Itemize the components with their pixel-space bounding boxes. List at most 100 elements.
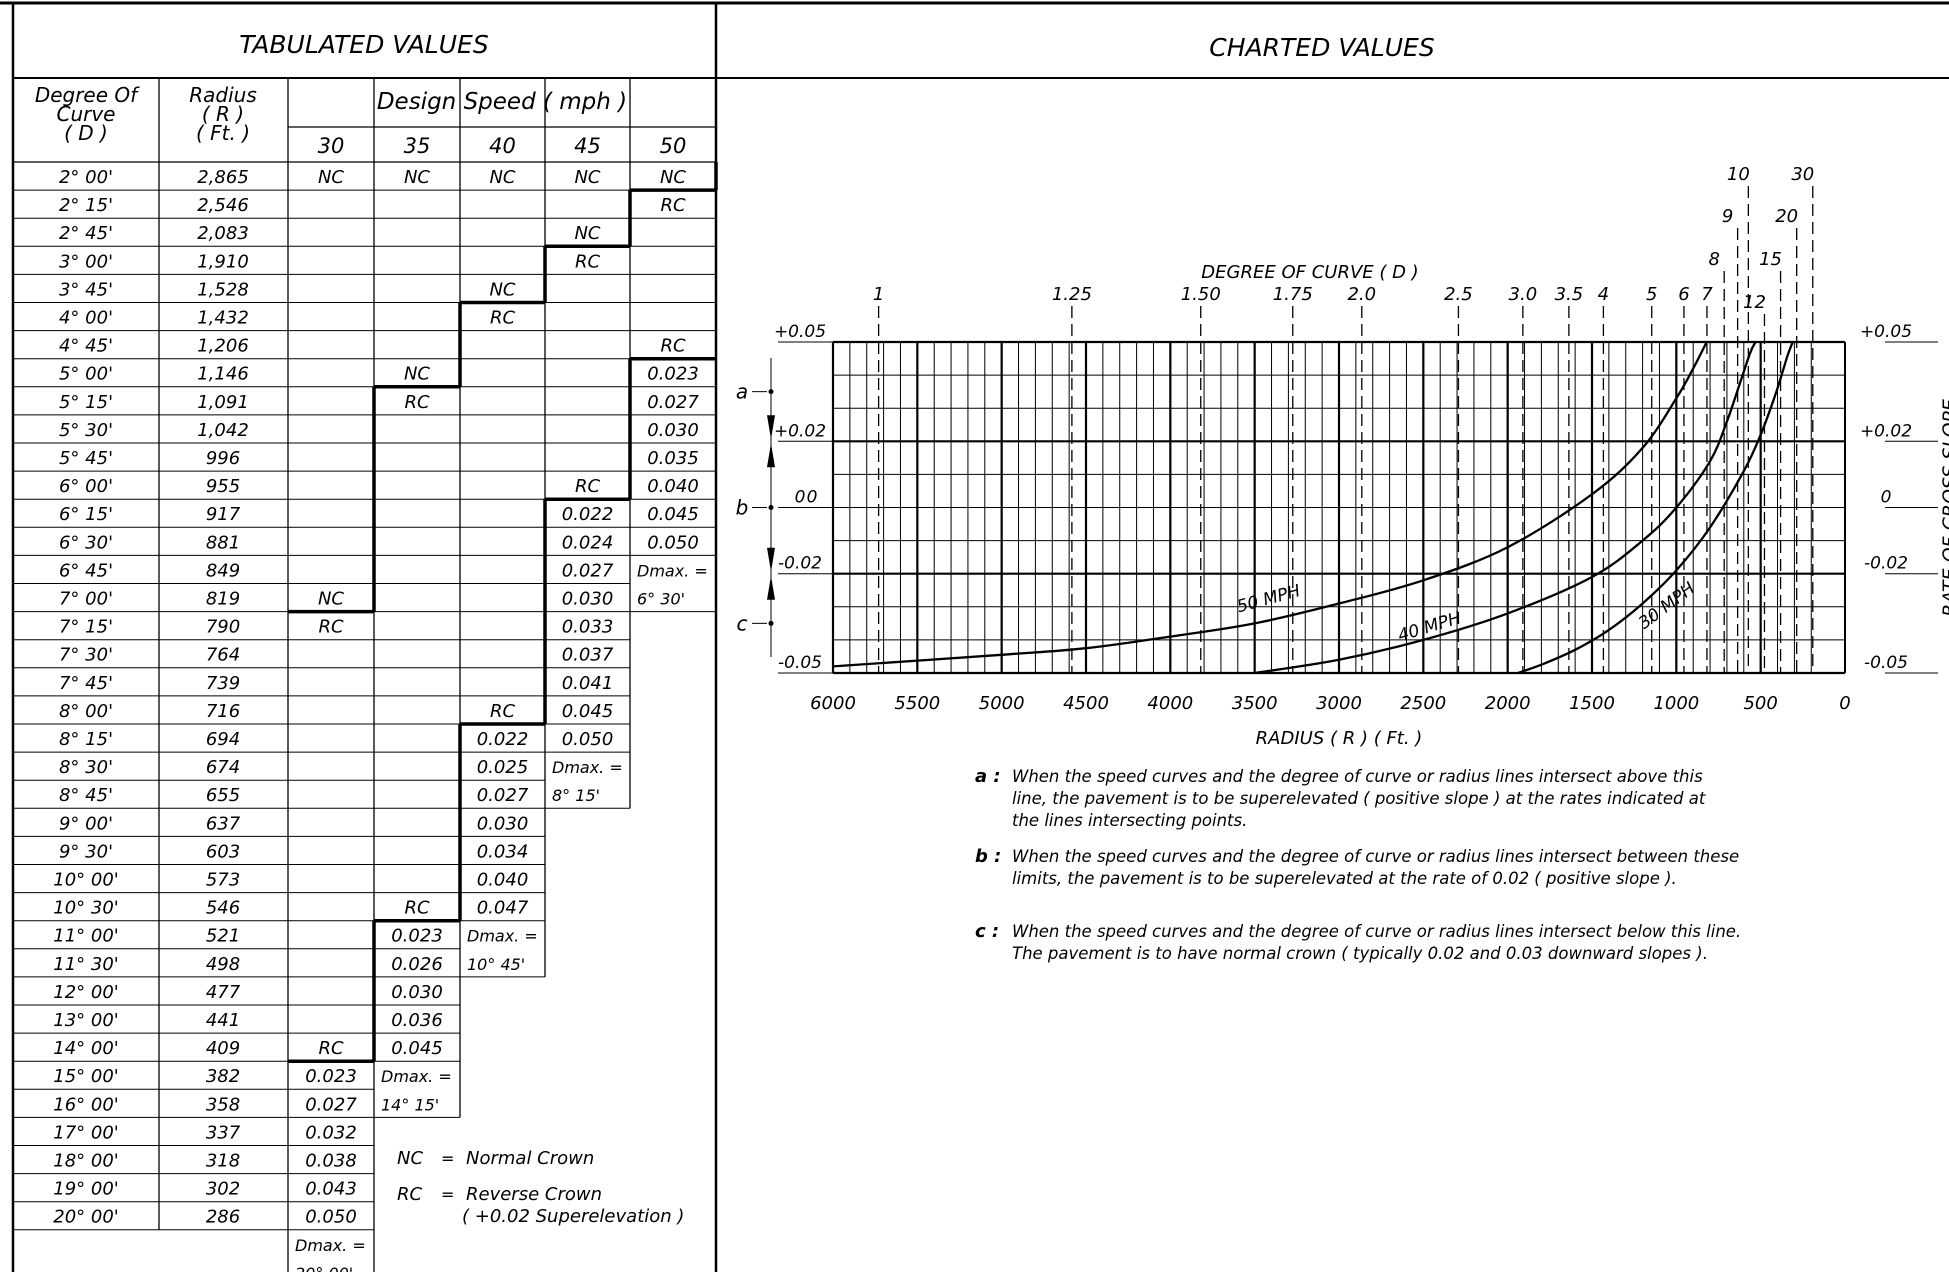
radius-cell: 1,042 — [197, 420, 249, 441]
radius-cell: 1,091 — [197, 392, 249, 413]
speed-cell: Dmax. = — [467, 927, 538, 946]
degree-tick-label: 4 — [1598, 284, 1609, 305]
y-tick-left: 0 — [795, 488, 806, 508]
degree-cell: 4° 00' — [59, 308, 113, 329]
note-line: line, the pavement is to be superelevate… — [1012, 789, 1706, 808]
speed-cell: 0.030 — [391, 982, 443, 1003]
note-line: When the speed curves and the degree of … — [1012, 922, 1741, 941]
x-tick-label: 3000 — [1316, 693, 1362, 714]
degree-tick-label: 1.50 — [1181, 284, 1221, 305]
speed-cell: NC — [574, 167, 600, 188]
zone-marker-c: c — [737, 611, 748, 635]
degree-tick-label: 15 — [1759, 249, 1782, 270]
legend-nc-text: Normal Crown — [466, 1148, 594, 1169]
speed-cell: Dmax. = — [381, 1067, 452, 1086]
radius-cell: 1,432 — [197, 308, 249, 329]
degree-cell: 8° 30' — [59, 757, 113, 778]
degree-cell: 19° 00' — [53, 1179, 118, 1200]
x-tick-label: 2500 — [1400, 693, 1446, 714]
speed-cell: 0.030 — [647, 420, 699, 441]
speed-cell: RC — [575, 476, 601, 497]
degree-cell: 20° 00' — [53, 1207, 118, 1228]
charted-title: CHARTED VALUES — [1209, 33, 1435, 62]
radius-cell: 521 — [206, 926, 240, 947]
degree-cell: 2° 15' — [59, 195, 113, 216]
note-line: When the speed curves and the degree of … — [1012, 767, 1703, 786]
legend: NC = Normal Crown RC = Reverse Crown ( +… — [397, 1148, 684, 1227]
zone-arrow — [767, 547, 775, 572]
speed-cell: NC — [489, 279, 515, 300]
degree-cell: 9° 30' — [59, 841, 113, 862]
radius-cell: 849 — [206, 560, 240, 581]
zone-marker-b: b — [736, 496, 749, 520]
x-tick-label: 3500 — [1232, 693, 1278, 714]
speed-cell: 0.033 — [562, 617, 614, 638]
speed-cell: 0.030 — [477, 813, 529, 834]
radius-col-header: ( Ft. ) — [196, 121, 250, 145]
speed-cell: 0.050 — [562, 729, 614, 750]
speed-cell: NC — [404, 167, 430, 188]
degree-cell: 9° 00' — [59, 813, 113, 834]
speed-cell: 14° 15' — [381, 1095, 439, 1114]
radius-cell: 441 — [206, 1010, 240, 1031]
speed-cell: Dmax. = — [295, 1236, 366, 1255]
radius-cell: 573 — [206, 870, 240, 891]
degree-cell: 16° 00' — [53, 1094, 118, 1115]
speed-cell: 0.045 — [562, 701, 614, 722]
x-tick-label: 5000 — [979, 693, 1025, 714]
x-axis-label: RADIUS ( R ) ( Ft. ) — [1256, 728, 1423, 749]
radius-cell: 1,146 — [197, 364, 249, 385]
degree-cell: 5° 15' — [59, 392, 113, 413]
degree-col-header: Curve — [56, 102, 115, 126]
curve-label: 40 MPH — [1396, 608, 1464, 646]
zone-point — [768, 620, 774, 626]
degree-cell: 3° 00' — [59, 251, 113, 272]
radius-cell: 302 — [206, 1179, 240, 1200]
speed-curve — [1254, 341, 1757, 675]
degree-tick-label: 1.75 — [1273, 284, 1313, 305]
degree-cell: 11° 00' — [53, 926, 118, 947]
degree-tick-label: 7 — [1701, 284, 1713, 305]
x-tick-label: 0 — [1839, 693, 1850, 714]
legend-rc-eq: = — [441, 1185, 454, 1204]
speed-cell: 6° 30' — [637, 590, 685, 609]
y-tick-left: -0.05 — [778, 653, 822, 673]
speed-cell: RC — [660, 195, 686, 216]
radius-cell: 409 — [206, 1038, 240, 1059]
note-key: c : — [975, 921, 999, 942]
speed-cell: 0.022 — [562, 504, 614, 525]
radius-cell: 498 — [206, 954, 240, 975]
speed-cell: 0.034 — [477, 841, 529, 862]
radius-cell: 1,910 — [197, 251, 249, 272]
notes: a : When the speed curves and the degree … — [975, 766, 1741, 963]
x-tick-label: 4500 — [1063, 693, 1109, 714]
radius-cell: 694 — [206, 729, 240, 750]
radius-cell: 917 — [206, 504, 241, 525]
note-key: a : — [975, 766, 1001, 787]
degree-cell: 13° 00' — [53, 1010, 118, 1031]
radius-cell: 637 — [206, 813, 241, 834]
zone-arrow — [767, 415, 775, 440]
x-tick-label: 2000 — [1485, 693, 1531, 714]
degree-cell: 2° 00' — [59, 167, 113, 188]
y-tick-right: +0.05 — [1860, 322, 1912, 342]
speed-cell: 0.037 — [562, 645, 614, 666]
speed-cell: NC — [574, 223, 600, 244]
degree-cell: 7° 15' — [59, 617, 113, 638]
degree-col-header: ( D ) — [64, 121, 108, 145]
note-line: limits, the pavement is to be supereleva… — [1012, 869, 1677, 888]
degree-cell: 2° 45' — [59, 223, 113, 244]
radius-cell: 546 — [206, 898, 240, 919]
degree-cell: 11° 30' — [53, 954, 118, 975]
speed-cell: RC — [490, 701, 516, 722]
radius-cell: 477 — [206, 982, 241, 1003]
speed-cell: 0.036 — [391, 1010, 443, 1031]
speed-cell: 0.032 — [305, 1122, 357, 1143]
speed-cell: RC — [404, 898, 430, 919]
radius-cell: 337 — [206, 1122, 241, 1143]
speed-cell: 8° 15' — [552, 786, 600, 805]
degree-cell: 6° 45' — [59, 560, 113, 581]
superelevation-chart: 1 1.25 1.50 1.75 2.0 2.5 3.0 3.5 4 5 6 7 8 9 10 12 15 20 3… — [736, 164, 1949, 749]
speed-cell: 0.027 — [647, 392, 699, 413]
